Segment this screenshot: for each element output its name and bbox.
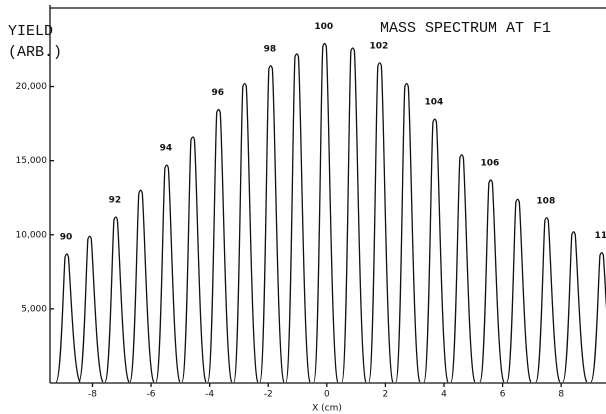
peak bbox=[590, 251, 606, 383]
peak bbox=[155, 164, 181, 383]
peak-label: 104 bbox=[425, 98, 444, 108]
peak bbox=[181, 136, 207, 383]
peak bbox=[450, 154, 476, 383]
y-tick-label: 10,000 bbox=[16, 230, 48, 240]
x-tick-label: 4 bbox=[441, 390, 447, 400]
peak bbox=[506, 198, 532, 383]
peak bbox=[535, 217, 561, 383]
peak bbox=[368, 62, 394, 383]
x-tick-label: -6 bbox=[147, 390, 156, 400]
x-axis-label: X (cm) bbox=[312, 404, 342, 414]
peak bbox=[259, 65, 285, 383]
peak-label: 90 bbox=[60, 233, 73, 243]
peak bbox=[207, 108, 233, 383]
peak bbox=[562, 231, 588, 383]
peak-label: 11 bbox=[595, 231, 606, 241]
peak bbox=[55, 253, 81, 383]
x-tick-label: -8 bbox=[88, 390, 97, 400]
peak bbox=[78, 235, 104, 383]
peak bbox=[313, 42, 339, 383]
peak-label: 92 bbox=[109, 196, 122, 206]
y-tick-label: 5,000 bbox=[21, 304, 47, 314]
x-tick-label: 6 bbox=[500, 390, 506, 400]
y-tick-label: 20,000 bbox=[16, 82, 48, 92]
peak bbox=[233, 82, 259, 383]
x-tick-label: 0 bbox=[324, 390, 330, 400]
peak-label: 98 bbox=[264, 44, 277, 54]
peak bbox=[104, 216, 130, 383]
y-axis-label: (ARB.) bbox=[8, 44, 62, 61]
y-axis-label: YIELD bbox=[8, 23, 53, 40]
x-tick-label: -2 bbox=[264, 390, 273, 400]
peak-label: 102 bbox=[369, 41, 388, 51]
chart-title: MASS SPECTRUM AT F1 bbox=[380, 20, 551, 37]
x-tick-label: 2 bbox=[383, 390, 389, 400]
peak bbox=[395, 82, 421, 383]
x-tick-label: 8 bbox=[558, 390, 564, 400]
y-tick-label: 15,000 bbox=[16, 156, 48, 166]
peak-label: 108 bbox=[536, 196, 555, 206]
x-tick-label: -4 bbox=[205, 390, 214, 400]
peak-label: 100 bbox=[314, 22, 333, 32]
peak bbox=[479, 179, 505, 383]
peak-label: 96 bbox=[211, 88, 224, 98]
peak bbox=[285, 53, 311, 383]
peak bbox=[423, 118, 449, 383]
peak bbox=[129, 189, 155, 383]
peak bbox=[341, 47, 367, 383]
peak-label: 94 bbox=[160, 144, 173, 154]
peak-label: 106 bbox=[480, 158, 499, 168]
